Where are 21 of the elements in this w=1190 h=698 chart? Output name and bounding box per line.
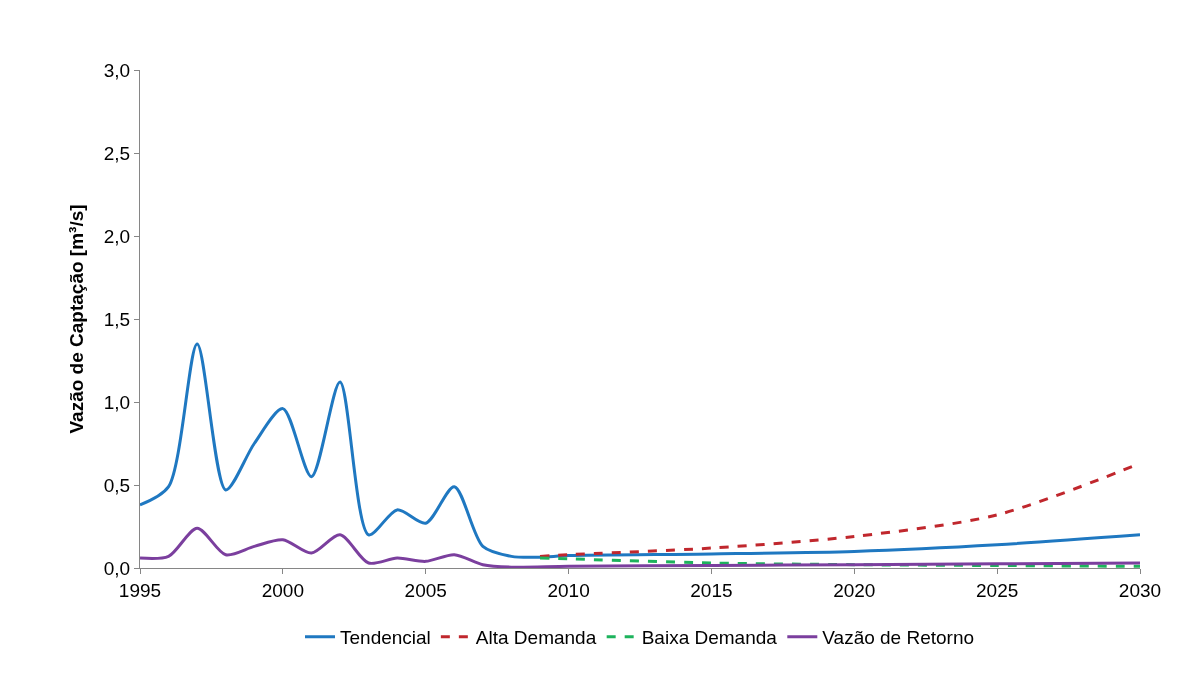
y-tick-label: 0,0: [103, 557, 131, 579]
legend-label: Baixa Demanda: [641, 627, 778, 649]
y-tick-label: 0,5: [103, 474, 131, 496]
y-axis-title: Vazão de Captação [m³/s]: [65, 204, 87, 434]
legend-label: Vazão de Retorno: [822, 627, 975, 649]
y-tick-label: 2,5: [103, 142, 131, 164]
x-tick-label: 2000: [261, 579, 304, 601]
x-tick-label: 2030: [1118, 579, 1162, 601]
legend-label: Alta Demanda: [475, 627, 597, 649]
y-tick-label: 1,5: [103, 308, 131, 330]
x-tick-label: 1995: [118, 579, 162, 601]
line-series: [140, 342, 1140, 559]
x-tick-label: 2005: [404, 579, 447, 601]
x-tick-label: 2025: [976, 579, 1019, 601]
x-tick-label: 2020: [833, 579, 876, 601]
y-tick-label: 2,0: [103, 225, 131, 247]
y-tick-label: 3,0: [103, 59, 131, 81]
x-tick-label: 2010: [547, 579, 590, 601]
legend-label: Tendencial: [340, 627, 431, 649]
x-tick-label: 2015: [690, 579, 733, 601]
y-tick-label: 1,0: [103, 391, 131, 413]
